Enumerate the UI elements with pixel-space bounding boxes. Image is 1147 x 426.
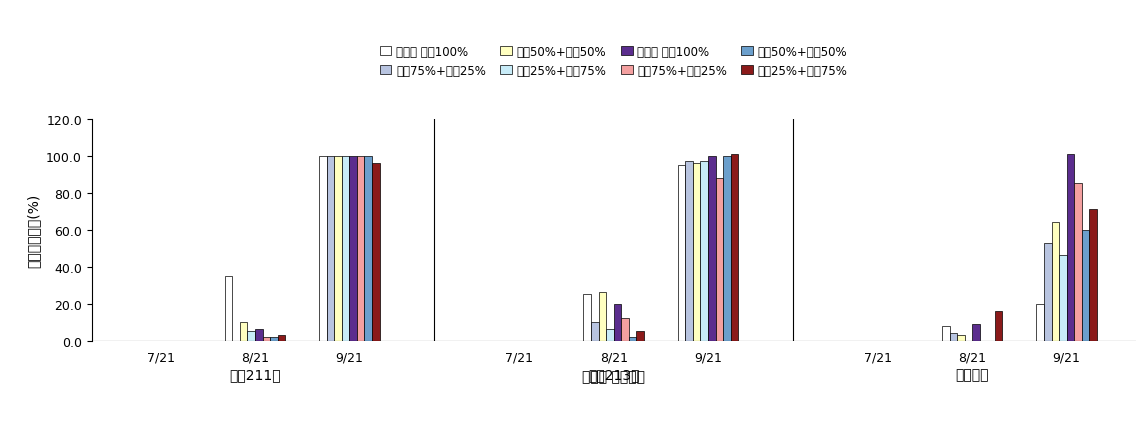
Bar [271,337,278,341]
Bar [1044,243,1052,341]
Bar [1059,256,1067,341]
Bar [693,164,701,341]
Bar [614,304,622,341]
Bar [994,311,1002,341]
Bar [255,330,263,341]
X-axis label: 품종별 조사시기: 품종별 조사시기 [583,369,645,383]
Bar [686,162,693,341]
Bar [248,331,255,341]
Bar [599,293,606,341]
Text: 생력211호: 생력211호 [229,367,281,381]
Bar [319,156,327,341]
Bar [591,322,599,341]
Bar [1090,210,1097,341]
Bar [1037,304,1044,341]
Bar [950,334,957,341]
Bar [723,156,731,341]
Bar [334,156,342,341]
Bar [942,326,950,341]
Bar [278,335,286,341]
Bar [622,319,629,341]
Bar [701,162,708,341]
Text: 생력213호: 생력213호 [588,367,639,381]
Bar [708,156,716,341]
Legend: 속효성 복비100%, 속빵75%+유밥25%, 속빵50%+유밥50%, 속빵25%+유밥75%, 완효성 복비100%, 완빵75%+유밥25%, 완빵50: 속효성 복비100%, 속빵75%+유밥25%, 속빵50%+유밥50%, 속빵… [375,41,852,82]
Bar [225,276,233,341]
Bar [606,330,614,341]
Text: 강력대동: 강력대동 [955,367,989,381]
Bar [1067,154,1075,341]
Y-axis label: 탄저병발생율(%): 탄저병발생율(%) [26,193,40,267]
Bar [350,156,357,341]
Bar [973,324,980,341]
Bar [629,337,637,341]
Bar [365,156,372,341]
Bar [584,295,591,341]
Bar [327,156,334,341]
Bar [637,331,643,341]
Bar [957,335,965,341]
Bar [240,322,248,341]
Bar [1052,223,1059,341]
Bar [1082,230,1090,341]
Bar [263,337,271,341]
Bar [716,178,723,341]
Bar [731,154,739,341]
Bar [1075,184,1082,341]
Bar [372,164,380,341]
Bar [678,165,686,341]
Bar [342,156,350,341]
Bar [357,156,365,341]
